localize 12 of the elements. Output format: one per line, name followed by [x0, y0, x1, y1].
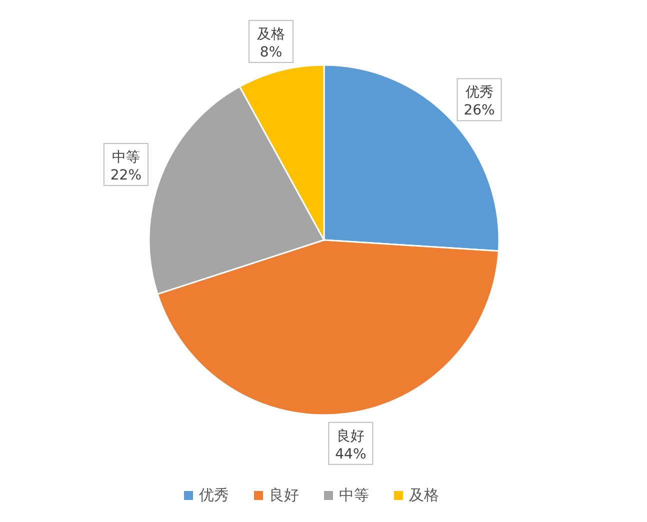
slice-label: 良好	[336, 428, 365, 444]
legend-label: 中等	[339, 486, 369, 504]
legend-label: 优秀	[199, 486, 229, 504]
slice-label: 中等	[112, 150, 140, 166]
legend-label: 及格	[409, 486, 439, 504]
slice-label: 优秀	[465, 84, 494, 101]
data-label: 22%	[110, 168, 142, 184]
legend-label: 良好	[269, 486, 299, 504]
data-label: 26%	[464, 102, 495, 119]
data-label: 44%	[335, 446, 366, 462]
data-label: 8%	[260, 44, 282, 60]
slice-label: 及格	[257, 26, 286, 42]
